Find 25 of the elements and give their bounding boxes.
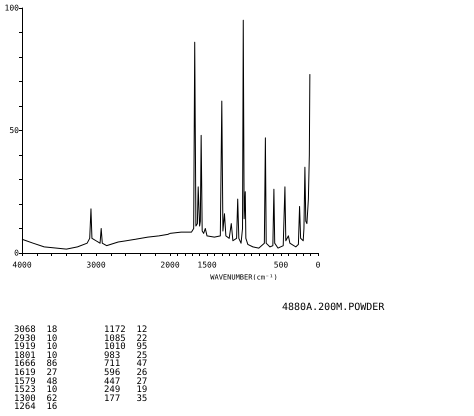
y-tick-label: 50: [9, 126, 20, 135]
y-tick-label: 100: [4, 4, 20, 12]
x-tick-label: 500: [274, 260, 288, 270]
text: 4880A.200M.POWDER: [282, 302, 384, 313]
text: 1666 86: [14, 359, 58, 370]
x-tick-label: 1500: [197, 260, 217, 270]
text: 1172 12: [104, 325, 148, 335]
text: 1264 16: [14, 402, 58, 412]
text: 249 19: [104, 385, 148, 396]
text: 1085 22: [104, 334, 148, 344]
text: 1619 27: [14, 368, 58, 378]
text: 3068 18: [14, 325, 58, 335]
text: 596 26: [104, 368, 148, 378]
text: 983 25: [104, 350, 148, 361]
x-tick-label: 2000: [160, 260, 180, 270]
text: 1010 95: [104, 342, 148, 352]
text: 177 35: [104, 394, 148, 404]
text: 1919 10: [14, 342, 58, 352]
x-tick-label: 0: [316, 260, 321, 270]
y-tick-label: 0: [14, 248, 20, 258]
x-tick-label: 3000: [86, 260, 106, 270]
text: 1523 10: [14, 385, 58, 396]
text: 1801 10: [14, 350, 58, 361]
x-tick-label: 4000: [12, 260, 32, 270]
text: 711 47: [104, 359, 148, 370]
